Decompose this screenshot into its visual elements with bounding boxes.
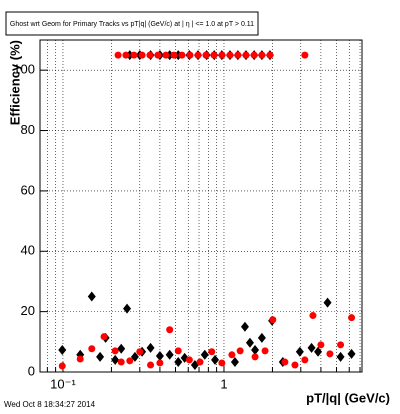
data-point [291, 361, 299, 369]
data-point [337, 341, 345, 349]
data-point [251, 353, 259, 361]
data-point [307, 342, 316, 353]
data-point [58, 362, 66, 370]
data-point [240, 321, 249, 332]
data-point [162, 51, 170, 59]
data-point [146, 342, 155, 353]
data-point [111, 354, 120, 365]
data-point [196, 358, 204, 366]
data-point [250, 51, 258, 59]
data-point [301, 356, 309, 364]
data-point [122, 51, 130, 59]
data-point [323, 297, 332, 308]
data-point [245, 337, 254, 348]
data-point [186, 51, 194, 59]
data-point [174, 347, 182, 355]
data-point [136, 348, 144, 356]
data-point [281, 358, 289, 366]
data-point [147, 361, 155, 369]
data-point [170, 51, 178, 59]
data-point [211, 354, 220, 365]
data-point [156, 359, 164, 367]
data-point [314, 346, 323, 357]
data-point [210, 51, 218, 59]
data-point [295, 346, 304, 357]
data-point [226, 51, 234, 59]
data-point [261, 347, 269, 355]
data-point [123, 303, 132, 314]
y-tick-label: 20 [21, 303, 35, 318]
data-point [117, 343, 126, 354]
data-point [87, 291, 96, 302]
y-tick-label: 80 [21, 122, 35, 137]
data-point [58, 344, 67, 355]
data-point [96, 351, 105, 362]
y-tick-label: 0 [28, 363, 35, 378]
data-point [228, 351, 236, 359]
data-point [194, 51, 202, 59]
data-point [165, 349, 174, 360]
data-point [336, 351, 345, 362]
plot-border [39, 39, 363, 373]
data-point [309, 312, 317, 320]
x-tick-label: 10⁻¹ [50, 376, 76, 391]
data-point [155, 351, 164, 362]
timestamp: Wed Oct 8 18:34:27 2014 [4, 400, 96, 409]
data-point [208, 348, 216, 356]
data-point [234, 51, 242, 59]
data-point [146, 51, 154, 59]
data-point [326, 350, 334, 358]
data-point [126, 357, 134, 365]
data-point [301, 51, 309, 59]
data-point [100, 333, 108, 341]
y-tick-label: 40 [21, 243, 35, 258]
data-point [218, 51, 226, 59]
x-tick-label: 1 [220, 376, 227, 391]
data-point [174, 357, 183, 368]
data-point [242, 51, 250, 59]
data-point [347, 348, 356, 359]
data-point [317, 341, 325, 349]
data-point [111, 347, 119, 355]
data-point [138, 51, 146, 59]
data-point [185, 356, 193, 364]
data-point [236, 347, 244, 355]
data-point [114, 51, 122, 59]
y-tick-label: 60 [21, 182, 35, 197]
y-tick-label: 100 [13, 62, 35, 77]
data-point [166, 326, 174, 334]
data-point [251, 344, 260, 355]
data-point [154, 51, 162, 59]
data-point [218, 359, 226, 367]
data-point [76, 355, 84, 363]
data-point [257, 332, 266, 343]
chart-title: Ghost wrt Geom for Primary Tracks vs pT|… [10, 21, 254, 28]
title-box [5, 11, 259, 36]
data-point [230, 357, 239, 368]
data-point [130, 51, 138, 59]
data-point [117, 358, 125, 366]
data-point [200, 349, 209, 360]
data-point [258, 51, 266, 59]
data-point [88, 345, 96, 353]
data-point [269, 316, 277, 324]
y-axis-label: Efficiency (%) [7, 40, 22, 125]
data-point [202, 51, 210, 59]
data-point [266, 51, 274, 59]
plot-frame [40, 40, 362, 372]
x-axis-label: pT/|q| (GeV/c) [306, 390, 390, 405]
data-point [178, 51, 186, 59]
data-point [348, 314, 356, 322]
